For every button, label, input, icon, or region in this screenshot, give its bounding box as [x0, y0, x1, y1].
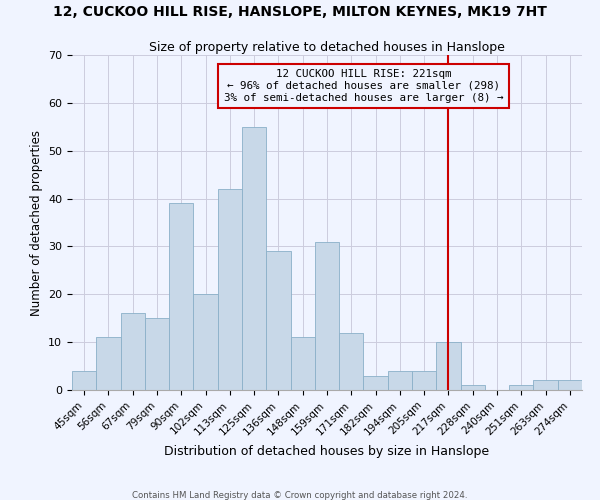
- Bar: [290, 338, 315, 390]
- Bar: [193, 294, 218, 390]
- Title: Size of property relative to detached houses in Hanslope: Size of property relative to detached ho…: [149, 41, 505, 54]
- Bar: [145, 318, 169, 390]
- Y-axis label: Number of detached properties: Number of detached properties: [29, 130, 43, 316]
- Bar: [242, 127, 266, 390]
- Text: 12 CUCKOO HILL RISE: 221sqm
← 96% of detached houses are smaller (298)
3% of sem: 12 CUCKOO HILL RISE: 221sqm ← 96% of det…: [224, 70, 503, 102]
- Bar: [558, 380, 582, 390]
- Bar: [96, 338, 121, 390]
- Text: Contains HM Land Registry data © Crown copyright and database right 2024.: Contains HM Land Registry data © Crown c…: [132, 490, 468, 500]
- Bar: [436, 342, 461, 390]
- Text: 12, CUCKOO HILL RISE, HANSLOPE, MILTON KEYNES, MK19 7HT: 12, CUCKOO HILL RISE, HANSLOPE, MILTON K…: [53, 5, 547, 19]
- Bar: [364, 376, 388, 390]
- Bar: [388, 371, 412, 390]
- X-axis label: Distribution of detached houses by size in Hanslope: Distribution of detached houses by size …: [164, 445, 490, 458]
- Bar: [339, 332, 364, 390]
- Bar: [169, 204, 193, 390]
- Bar: [121, 314, 145, 390]
- Bar: [509, 385, 533, 390]
- Bar: [72, 371, 96, 390]
- Bar: [315, 242, 339, 390]
- Bar: [218, 189, 242, 390]
- Bar: [266, 251, 290, 390]
- Bar: [461, 385, 485, 390]
- Bar: [533, 380, 558, 390]
- Bar: [412, 371, 436, 390]
